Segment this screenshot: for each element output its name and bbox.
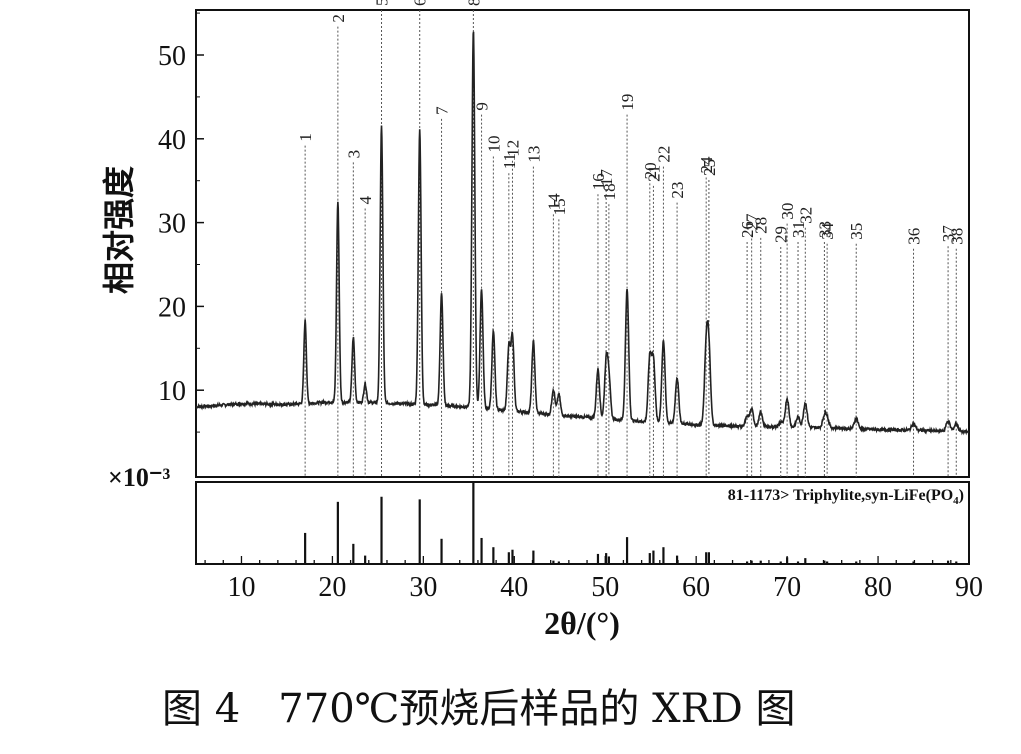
peak-label: 17 — [597, 169, 616, 187]
reference-card-label: 81-1173> Triphylite,syn-LiFe(PO4) — [728, 487, 964, 507]
x-tick-label: 40 — [500, 572, 528, 603]
peak-label: 28 — [752, 217, 771, 234]
y-tick-label: 20 — [158, 292, 186, 323]
x-tick-label: 50 — [591, 572, 619, 603]
x-tick-label: 20 — [318, 572, 346, 603]
peak-label: 22 — [654, 146, 673, 163]
peak-label: 33 — [815, 221, 834, 238]
x-tick-label: 80 — [864, 572, 892, 603]
peak-label: 25 — [700, 159, 719, 176]
x-tick-label: 60 — [682, 572, 710, 603]
peak-label: 34 — [818, 222, 837, 240]
y-tick-label: 10 — [158, 376, 186, 407]
peak-label: 12 — [503, 140, 522, 157]
y-axis-label: 相对强度 — [100, 166, 138, 294]
y-axis: 10 20 30 40 50 — [158, 12, 204, 433]
peak-label: 16 — [589, 173, 608, 190]
x-axis: 10 20 30 40 50 60 70 80 90 — [204, 556, 983, 603]
peak-label: 29 — [772, 226, 791, 243]
peak-label: 23 — [668, 182, 687, 199]
peak-label: 31 — [789, 221, 808, 238]
y-tick-label: 30 — [158, 209, 186, 240]
y-tick-label: 40 — [158, 125, 186, 156]
main-plot-frame — [195, 9, 970, 478]
peak-label: 19 — [618, 94, 637, 111]
peak-label: 2 — [329, 14, 348, 23]
y-tick-label: 50 — [158, 41, 186, 72]
peak-label: 8 — [464, 0, 483, 6]
peak-label: 18 — [600, 183, 619, 200]
peak-label: 38 — [947, 228, 966, 245]
peak-label: 36 — [905, 228, 924, 245]
x-axis-label: 2θ/(°) — [544, 605, 620, 641]
x-tick-label: 90 — [955, 572, 983, 603]
peak-label: 10 — [484, 136, 503, 153]
peak-label: 3 — [344, 150, 363, 159]
peak-label: 30 — [778, 203, 797, 220]
peak-guide-lines — [304, 10, 957, 477]
peak-label: 7 — [433, 106, 452, 115]
peak-label: 20 — [641, 162, 660, 179]
figure-caption: 图 4 770℃预烧后样品的 XRD 图 — [162, 686, 796, 732]
peak-label: 26 — [738, 221, 757, 238]
x-tick-label: 30 — [409, 572, 437, 603]
peak-label: 13 — [524, 146, 543, 163]
peak-label: 27 — [743, 213, 762, 231]
reference-panel-frame — [195, 481, 970, 565]
peak-label: 9 — [473, 102, 492, 111]
peak-label: 35 — [847, 223, 866, 240]
x-tick-label: 70 — [773, 572, 801, 603]
xrd-pattern-line — [195, 31, 970, 436]
peak-label: 14 — [544, 193, 563, 211]
peak-label: 1 — [296, 133, 315, 142]
peak-label: 15 — [550, 198, 569, 215]
peak-label: 24 — [697, 156, 716, 174]
peak-label: 11 — [500, 153, 519, 169]
peak-label: 37 — [939, 225, 958, 243]
peak-label: 6 — [411, 0, 430, 6]
peak-label: 4 — [356, 195, 375, 204]
x-tick-label: 10 — [227, 572, 255, 603]
peak-label: 32 — [796, 207, 815, 224]
peak-label: 5 — [373, 0, 392, 6]
reference-bars — [304, 482, 958, 564]
y-scale-label: ×10⁻³ — [108, 463, 171, 492]
peak-label: 21 — [644, 165, 663, 182]
